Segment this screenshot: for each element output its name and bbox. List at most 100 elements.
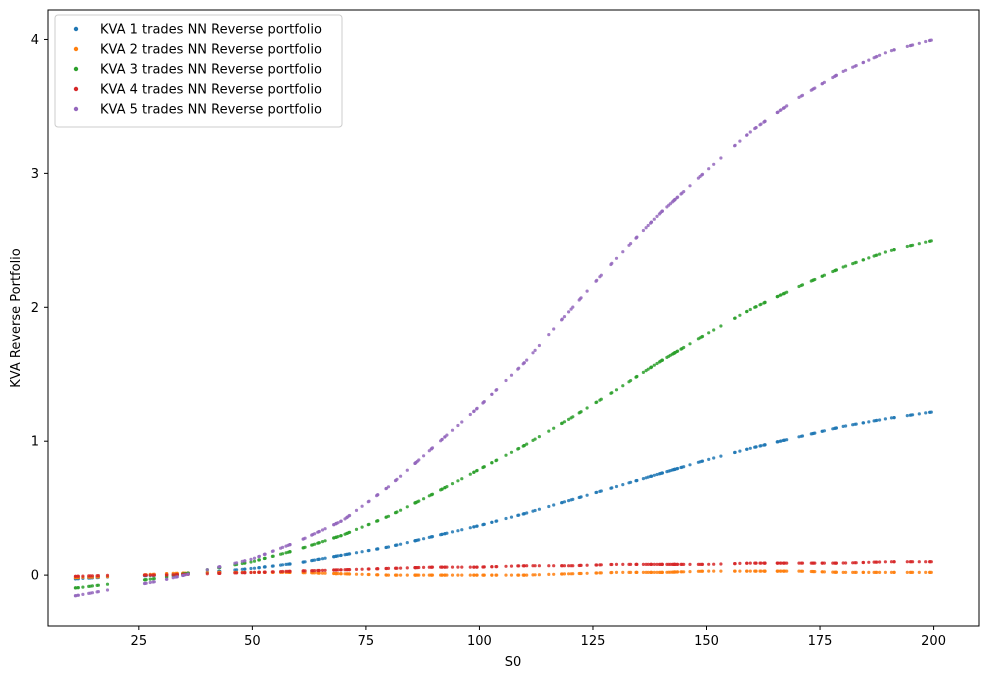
scatter-point [635,570,639,575]
scatter-point [313,532,317,536]
scatter-point [712,562,716,566]
scatter-point [317,541,321,545]
scatter-point [719,569,723,573]
scatter-point [422,537,426,541]
scatter-point [785,561,789,565]
scatter-point [271,570,275,574]
scatter-point [754,126,758,130]
scatter-point [889,416,894,420]
scatter-point [475,468,479,473]
scatter-point [917,412,921,416]
scatter-point [427,449,431,453]
scatter-point [301,546,305,550]
scatter-point [892,248,896,252]
scatter-point [853,422,857,426]
scatter-point [317,529,321,534]
scatter-point [151,580,155,584]
scatter-point [867,58,871,62]
scatter-point [676,195,680,199]
scatter-point [738,561,742,566]
scatter-point [621,250,625,254]
x-tick-label: 75 [358,634,375,649]
scatter-point [688,463,692,467]
scatter-point [440,573,444,577]
scatter-point [917,41,921,45]
scatter-point [386,514,391,518]
scatter-point [456,565,460,569]
scatter-point [460,565,464,569]
scatter-point [781,561,786,565]
scatter-point [105,582,110,586]
scatter-point [525,358,529,362]
scatter-point [779,561,783,565]
scatter-point [490,573,494,577]
plot-frame [47,9,980,627]
scatter-point [700,562,705,567]
scatter-point [537,573,542,577]
scatter-point [287,550,292,554]
scatter-point [422,565,426,570]
scatter-point [354,572,359,576]
scatter-point [399,573,403,577]
scatter-point [614,484,619,489]
scatter-point [698,174,702,179]
scatter-point [892,560,896,564]
scatter-point [450,573,455,577]
scatter-point [367,548,371,553]
scatter-point [252,556,257,560]
scatter-point [313,558,317,562]
legend-marker [73,66,79,72]
scatter-point [367,572,371,577]
scatter-point [609,571,613,575]
scatter-point [929,410,933,414]
scatter-point [76,586,80,590]
scatter-point [422,573,426,577]
scatter-point [844,424,848,428]
scatter-point [90,591,94,595]
scatter-point [443,486,447,490]
scatter-point [853,561,857,565]
scatter-point [649,366,653,370]
scatter-point [853,261,857,265]
scatter-point [504,378,508,383]
scatter-point [820,570,824,574]
scatter-point [531,351,535,355]
scatter-point [635,478,639,483]
scatter-point [670,200,674,204]
scatter-point [775,440,780,444]
scatter-point [883,560,888,564]
legend-marker [73,106,79,112]
x-axis-label: S0 [505,655,522,670]
scatter-point [287,562,292,566]
scatter-point [240,567,244,571]
scatter-point [525,442,529,446]
scatter-point [763,561,767,565]
scatter-point [567,564,571,568]
scatter-point [924,570,928,575]
y-tick-label: 0 [31,569,39,584]
scatter-point [233,561,237,565]
scatter-point [262,570,266,574]
scatter-point [763,119,767,123]
scatter-point [867,570,871,575]
scatter-point [658,471,663,476]
scatter-point [240,559,244,564]
scatter-point [533,348,537,352]
data-points-layer [73,38,933,598]
scatter-point [105,573,110,578]
scatter-point [284,569,288,574]
scatter-point [284,551,288,555]
scatter-point [655,472,659,477]
scatter-point [417,538,421,542]
scatter-point [440,532,444,537]
scatter-point [186,572,190,576]
scatter-point [621,570,625,575]
scatter-point [96,583,100,587]
scatter-point [670,570,674,574]
scatter-point [76,574,80,578]
scatter-point [719,324,723,328]
scatter-point [360,504,364,508]
scatter-point [614,562,619,567]
scatter-point [334,522,338,526]
scatter-point [599,273,603,277]
